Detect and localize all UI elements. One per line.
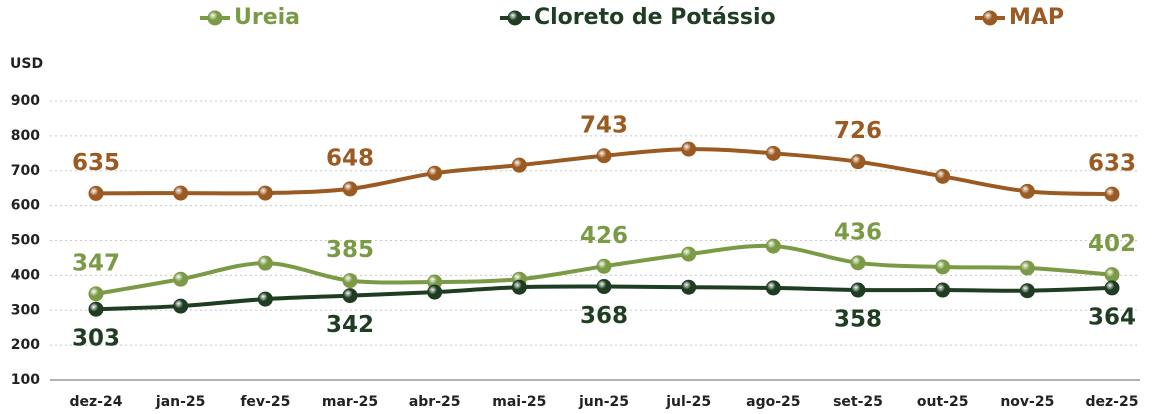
- y-tick-label: 700: [11, 163, 40, 179]
- point-marker: [88, 301, 104, 317]
- x-tick-label: dez-24: [70, 394, 123, 410]
- data-label: 303: [72, 326, 120, 352]
- legend-label: Ureia: [234, 5, 300, 30]
- point-marker: [935, 259, 951, 275]
- y-tick-label: 900: [11, 93, 40, 109]
- legend-label: MAP: [1009, 5, 1064, 30]
- point-marker: [1104, 267, 1120, 283]
- legend-marker: [982, 10, 998, 26]
- y-tick-label: 400: [11, 267, 40, 283]
- data-label: 347: [72, 250, 120, 276]
- point-marker: [342, 181, 358, 197]
- data-label: 342: [326, 312, 374, 338]
- x-tick-label: jul-25: [665, 394, 711, 410]
- point-marker: [681, 141, 697, 157]
- x-tick-label: abr-25: [409, 394, 461, 410]
- x-tick-label: mar-25: [322, 394, 378, 410]
- point-marker: [596, 258, 612, 274]
- data-label: 368: [580, 303, 628, 329]
- point-marker: [173, 271, 189, 287]
- legend-marker: [507, 10, 523, 26]
- point-marker: [1104, 186, 1120, 202]
- x-tick-label: nov-25: [1000, 394, 1054, 410]
- point-marker: [427, 284, 443, 300]
- point-marker: [765, 145, 781, 161]
- point-marker: [681, 246, 697, 262]
- point-marker: [935, 168, 951, 184]
- y-tick-label: 600: [11, 198, 40, 214]
- x-tick-label: jan-25: [155, 394, 206, 410]
- data-label: 402: [1088, 231, 1136, 257]
- y-tick-label: 200: [11, 337, 40, 353]
- point-marker: [1104, 280, 1120, 296]
- point-marker: [342, 288, 358, 304]
- point-marker: [427, 165, 443, 181]
- y-tick-label: 500: [11, 233, 40, 249]
- data-label: 426: [580, 223, 628, 249]
- point-marker: [596, 148, 612, 164]
- point-marker: [88, 286, 104, 302]
- data-label: 633: [1088, 151, 1136, 177]
- x-tick-label: out-25: [917, 394, 969, 410]
- data-label: 436: [834, 219, 882, 245]
- point-marker: [257, 185, 273, 201]
- x-tick-label: mai-25: [492, 394, 546, 410]
- data-label: 743: [580, 112, 628, 138]
- x-tick-label: set-25: [833, 394, 883, 410]
- point-marker: [935, 282, 951, 298]
- point-marker: [173, 185, 189, 201]
- data-label: 385: [326, 237, 374, 263]
- y-unit: USD: [10, 56, 43, 72]
- point-marker: [765, 238, 781, 254]
- point-marker: [257, 291, 273, 307]
- data-label: 726: [834, 118, 882, 144]
- point-marker: [511, 157, 527, 173]
- point-marker: [511, 279, 527, 295]
- point-marker: [257, 255, 273, 271]
- data-label: 358: [834, 307, 882, 333]
- data-label: 648: [326, 145, 374, 171]
- legend-label: Cloreto de Potássio: [534, 5, 776, 30]
- point-marker: [173, 298, 189, 314]
- point-marker: [1019, 283, 1035, 299]
- y-tick-label: 100: [11, 372, 40, 388]
- point-marker: [850, 282, 866, 298]
- x-tick-label: ago-25: [746, 394, 800, 410]
- x-tick-label: fev-25: [240, 394, 290, 410]
- x-tick-label: dez-25: [1086, 394, 1139, 410]
- data-label: 635: [72, 150, 120, 176]
- point-marker: [88, 185, 104, 201]
- point-marker: [681, 279, 697, 295]
- legend-marker: [207, 10, 223, 26]
- point-marker: [1019, 183, 1035, 199]
- point-marker: [342, 273, 358, 289]
- point-marker: [596, 279, 612, 295]
- data-label: 364: [1088, 304, 1136, 330]
- point-marker: [1019, 260, 1035, 276]
- point-marker: [850, 255, 866, 271]
- x-tick-label: jun-25: [578, 394, 629, 410]
- y-tick-label: 300: [11, 302, 40, 318]
- point-marker: [850, 154, 866, 170]
- y-tick-label: 800: [11, 128, 40, 144]
- point-marker: [765, 280, 781, 296]
